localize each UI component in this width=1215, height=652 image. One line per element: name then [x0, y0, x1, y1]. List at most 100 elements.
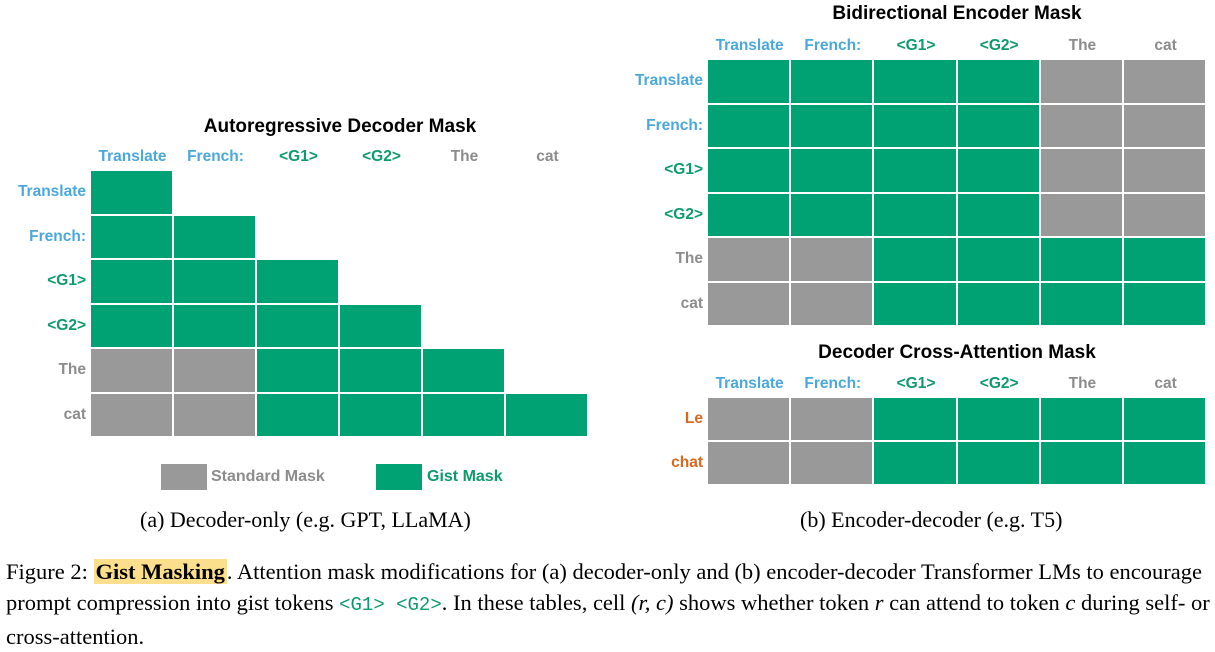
encoder-mask-title: Bidirectional Encoder Mask — [832, 3, 1082, 24]
x-col-header-french: French: — [804, 375, 862, 392]
x-mask-cell-gist — [874, 442, 958, 486]
x-mask-cell-gist — [957, 442, 1041, 486]
caption-gist-tokens: <G1> <G2> — [339, 594, 442, 616]
e-mask-cell-gist — [791, 193, 875, 238]
a-mask-cell-gist — [257, 349, 340, 394]
e-mask-cell-gist — [1040, 238, 1124, 283]
panel-b-caption: (b) Encoder-decoder (e.g. T5) — [800, 507, 1063, 532]
caption-math-rc: (r, c) — [631, 590, 674, 615]
a-col-header-g1: <G1> — [279, 148, 318, 165]
caption-text-1: . Attention mask modifications for (a) d… — [6, 559, 1202, 615]
e-mask-cell-gist — [1040, 282, 1124, 327]
a-row-header-the: The — [58, 361, 86, 378]
caption-text-5: during self- or cross-attention. — [6, 590, 1210, 649]
caption-text-4: can attend to token — [883, 590, 1066, 615]
a-row-header-french: French: — [29, 227, 86, 245]
e-mask-cell-gist — [791, 60, 875, 105]
x-col-header-cat: cat — [1154, 375, 1177, 392]
e-mask-cell-gist — [791, 149, 875, 194]
e-mask-cell-gist — [1124, 238, 1208, 283]
e-mask-cell-gist — [874, 149, 958, 194]
e-mask-cell-standard — [1124, 60, 1208, 105]
e-mask-cell-gist — [957, 282, 1041, 327]
x-mask-cell-standard — [708, 442, 792, 486]
a-mask-cell-gist — [91, 304, 174, 349]
e-mask-cell-gist — [957, 60, 1041, 105]
caption-text-3: shows whether token — [673, 590, 875, 615]
e-mask-cell-gist — [708, 104, 792, 149]
a-row-header-g1: <G1> — [47, 272, 86, 289]
e-mask-cell-standard — [1124, 104, 1208, 149]
x-mask-cell-gist — [1124, 442, 1208, 486]
x-mask-cell-standard — [791, 442, 875, 486]
a-col-header-the: The — [450, 148, 479, 165]
a-mask-cell-gist — [506, 393, 589, 438]
e-mask-cell-standard — [1040, 193, 1124, 238]
x-col-header-g1: <G1> — [896, 375, 936, 392]
e-row-header-the: The — [675, 250, 703, 267]
x-mask-cell-gist — [957, 398, 1041, 442]
gist-mask-swatch — [376, 464, 422, 490]
a-col-header-cat: cat — [536, 148, 559, 165]
caption-math-r: r — [874, 590, 884, 615]
x-row-header-chat: chat — [671, 454, 703, 471]
x-mask-cell-gist — [1040, 398, 1124, 442]
a-row-header-g2: <G2> — [47, 316, 86, 334]
a-mask-cell-standard — [91, 393, 174, 438]
e-mask-cell-gist — [957, 238, 1041, 283]
e-row-header-cat: cat — [680, 294, 703, 312]
a-mask-cell-standard — [91, 349, 174, 394]
a-col-header-translate: Translate — [98, 148, 167, 165]
e-mask-cell-gist — [957, 104, 1041, 149]
e-row-header-g2: <G2> — [664, 205, 703, 223]
a-mask-cell-gist — [340, 349, 423, 394]
x-mask-cell-gist — [874, 398, 958, 442]
e-col-header-g1: <G1> — [896, 37, 936, 54]
standard-mask-swatch — [161, 464, 207, 490]
e-mask-cell-standard — [791, 238, 875, 283]
e-col-header-french: French: — [804, 37, 862, 54]
a-mask-cell-gist — [423, 393, 506, 438]
caption-highlight: Gist Masking — [93, 559, 227, 584]
e-mask-cell-gist — [1124, 282, 1208, 327]
a-mask-cell-gist — [174, 304, 257, 349]
e-col-header-g2: <G2> — [979, 37, 1019, 54]
gist-mask-label: Gist Mask — [427, 468, 503, 485]
figure-caption: Figure 2: Gist Masking. Attention mask m… — [6, 556, 1212, 652]
e-mask-cell-standard — [708, 282, 792, 327]
a-mask-cell-gist — [257, 304, 340, 349]
e-row-header-g1: <G1> — [664, 161, 703, 178]
a-mask-cell-gist — [257, 393, 340, 438]
e-mask-cell-gist — [791, 104, 875, 149]
a-col-header-french: French: — [187, 148, 244, 165]
e-mask-cell-standard — [708, 238, 792, 283]
e-mask-cell-gist — [708, 60, 792, 105]
e-row-header-french: French: — [646, 116, 703, 134]
caption-text-2: . In these tables, cell — [441, 590, 632, 615]
e-mask-cell-gist — [708, 149, 792, 194]
caption-math-c: c — [1065, 590, 1076, 615]
a-mask-cell-gist — [174, 215, 257, 260]
a-row-header-translate: Translate — [17, 183, 86, 200]
x-mask-cell-standard — [708, 398, 792, 442]
e-col-header-cat: cat — [1154, 37, 1177, 54]
e-mask-cell-gist — [874, 104, 958, 149]
caption-prefix: Figure 2: — [6, 559, 94, 584]
a-mask-cell-gist — [91, 215, 174, 260]
e-mask-cell-standard — [1040, 60, 1124, 105]
x-mask-cell-gist — [1040, 442, 1124, 486]
a-mask-cell-gist — [91, 171, 174, 216]
e-mask-cell-standard — [1040, 149, 1124, 194]
e-mask-cell-gist — [874, 60, 958, 105]
a-mask-cell-standard — [174, 393, 257, 438]
e-mask-cell-gist — [874, 238, 958, 283]
e-mask-cell-gist — [874, 282, 958, 327]
x-col-header-g2: <G2> — [979, 375, 1019, 392]
x-mask-cell-gist — [1124, 398, 1208, 442]
standard-mask-label: Standard Mask — [211, 468, 325, 485]
e-row-header-translate: Translate — [634, 72, 703, 89]
a-mask-cell-gist — [423, 349, 506, 394]
a-col-header-g2: <G2> — [362, 148, 401, 165]
e-mask-cell-gist — [708, 193, 792, 238]
panel-a-caption: (a) Decoder-only (e.g. GPT, LLaMA) — [140, 507, 471, 532]
